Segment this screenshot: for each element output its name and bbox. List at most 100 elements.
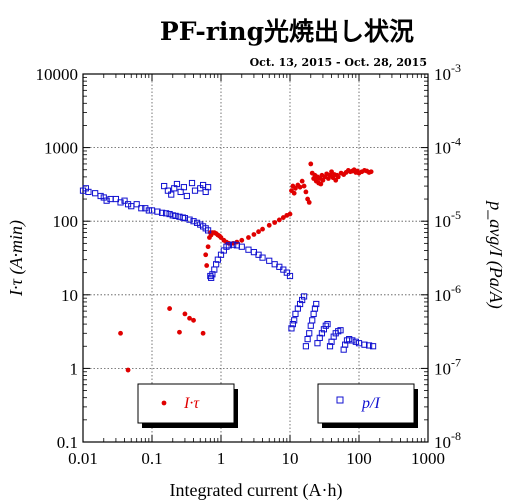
lifetime-point (167, 306, 173, 311)
pressure-point (288, 325, 295, 332)
pressure-point (154, 208, 161, 215)
pressure-point (180, 184, 188, 191)
pressure-point (158, 209, 166, 216)
pressure-point (292, 310, 299, 318)
pressure-point (322, 322, 329, 329)
pressure-point (318, 330, 326, 337)
lifetime-point (187, 315, 192, 321)
pressure-point (307, 322, 314, 329)
lifetime-point (177, 329, 182, 335)
pressure-point (121, 197, 128, 204)
pressure-point (179, 214, 186, 221)
pressure-point (177, 188, 184, 196)
lifetime-point (308, 161, 314, 167)
y-right-tick-label: 10-4 (434, 135, 461, 158)
pressure-point (306, 330, 313, 337)
pressure-point (209, 271, 216, 278)
pressure-point (309, 317, 316, 324)
series-lifetime (118, 161, 374, 373)
pressure-point (314, 340, 321, 347)
lifetime-point (301, 183, 307, 189)
y-right-tick-label: 10-8 (434, 429, 461, 452)
grid (83, 74, 428, 442)
pressure-point (164, 187, 172, 194)
x-tick-label: 1000 (411, 449, 445, 468)
pressure-point (291, 317, 298, 324)
pressure-point (283, 269, 290, 276)
legend-pressure-label: p/I (361, 395, 380, 412)
y-right-tick-label: 10-5 (434, 208, 461, 231)
legend-lifetime: I·τ (137, 383, 238, 428)
pressure-point (97, 192, 104, 200)
pressure-point (365, 342, 373, 349)
pressure-point (311, 305, 319, 312)
lifetime-point (306, 200, 312, 205)
x-tick-label: 100 (346, 449, 372, 468)
x-tick-label: 1 (217, 449, 226, 468)
pressure-point (133, 201, 140, 208)
y-axis-label-left: I·τ (A·min) (6, 220, 27, 297)
lifetime-point (203, 252, 209, 258)
pressure-point (204, 184, 212, 191)
pressure-point (245, 246, 252, 253)
pressure-point (299, 296, 306, 304)
lifetime-point (182, 311, 188, 317)
pressure-point (204, 227, 212, 234)
pressure-point (85, 188, 92, 196)
pressure-point (188, 179, 196, 187)
lifetime-point (297, 184, 303, 190)
y-right-tick-label: 10-6 (434, 282, 461, 305)
y-left-tick-label: 1000 (44, 139, 78, 158)
legend-lifetime-marker (161, 400, 167, 406)
date-range: Oct. 13, 2015 - Oct. 28, 2015 (250, 56, 427, 69)
pressure-point (208, 274, 215, 281)
pressure-point (145, 207, 152, 214)
lifetime-point (276, 217, 282, 223)
pressure-point (266, 257, 273, 264)
lifetime-point (368, 169, 374, 175)
pressure-point (326, 343, 334, 350)
pressure-point (103, 197, 110, 204)
pressure-point (352, 338, 359, 345)
lifetime-point (256, 229, 261, 235)
x-tick-label: 10 (282, 449, 299, 468)
lifetime-point (200, 330, 206, 336)
pressure-point (361, 341, 368, 348)
pressure-point (296, 300, 304, 308)
legend-lifetime-label: I·τ (183, 395, 200, 412)
pressure-point (302, 343, 309, 350)
pressure-point (172, 212, 179, 220)
pressure-point (286, 272, 294, 280)
y-left-tick-label: 0.1 (57, 433, 78, 452)
pressure-point (230, 241, 237, 248)
lifetime-point (239, 237, 245, 243)
pressure-point (190, 218, 197, 225)
y-left-tick-label: 10000 (36, 65, 79, 84)
pressure-point (162, 210, 170, 217)
pressure-point (193, 219, 201, 226)
lifetime-point (246, 235, 251, 240)
legend-pressure-marker (336, 396, 344, 404)
pressure-point (183, 192, 190, 200)
lifetime-point (204, 263, 210, 268)
lifetime-point (272, 220, 278, 225)
pressure-point (304, 336, 311, 343)
pressure-point (186, 216, 193, 223)
pressure-point (191, 187, 199, 194)
lifetime-point (335, 174, 341, 180)
pressure-point (337, 327, 344, 334)
pressure-point (324, 320, 331, 328)
y-right-tick-label: 10-3 (434, 61, 461, 84)
pressure-point (259, 254, 266, 261)
pressure-point (213, 261, 220, 268)
pressure-point (320, 326, 327, 333)
pressure-point (181, 215, 189, 222)
pressure-point (124, 201, 132, 208)
lifetime-point (333, 177, 339, 183)
y-left-tick-label: 10 (61, 286, 78, 305)
y-left-tick-label: 100 (53, 212, 79, 231)
pressure-point (107, 195, 114, 203)
legend-pressure: p/I (317, 383, 418, 428)
pressure-point (117, 199, 124, 206)
x-tick-label: 0.01 (68, 449, 98, 468)
